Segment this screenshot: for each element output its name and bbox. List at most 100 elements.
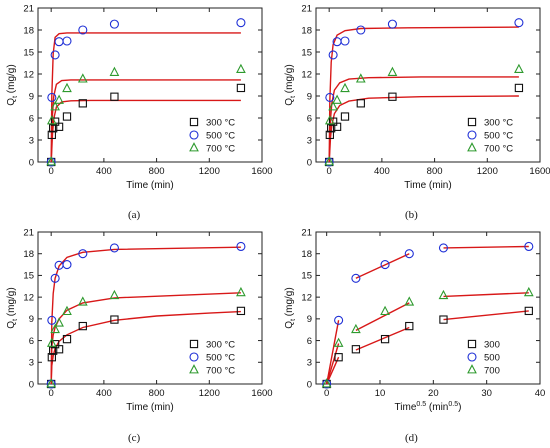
x-axis-label: Time0.5 (min0.5) <box>395 401 462 413</box>
y-tick-label: 18 <box>301 249 312 260</box>
data-point <box>524 306 533 316</box>
fit-line <box>355 302 410 332</box>
data-point <box>62 82 72 93</box>
x-tick-label: 400 <box>96 166 112 177</box>
data-point <box>54 317 64 327</box>
fit-line <box>50 79 241 163</box>
x-tick-label: 1200 <box>199 388 220 399</box>
data-point <box>439 315 448 324</box>
x-tick-label: 800 <box>427 166 443 177</box>
data-point <box>340 36 350 46</box>
y-axis-label: Qt (mg/g) <box>284 64 297 105</box>
data-point <box>47 130 56 140</box>
data-point <box>324 156 335 166</box>
legend-label: 700 °C <box>484 144 513 155</box>
x-axis-label: Time (min) <box>126 180 173 191</box>
x-tick-label: 1200 <box>199 166 220 177</box>
caption-d: (d) <box>405 432 418 444</box>
data-point <box>50 273 60 283</box>
data-point <box>351 273 361 283</box>
y-tick-label: 21 <box>301 3 312 14</box>
y-tick-label: 6 <box>307 113 312 124</box>
legend-label: 500 °C <box>206 353 235 364</box>
legend-label: 700 <box>484 366 500 377</box>
data-point <box>46 115 57 125</box>
y-tick-label: 0 <box>307 157 312 168</box>
data-point <box>236 241 246 252</box>
legend-label: 700 °C <box>206 366 235 377</box>
x-tick-label: 0 <box>49 388 54 399</box>
fit-line <box>355 253 410 279</box>
y-tick-label: 3 <box>307 358 312 369</box>
x-tick-label: 1600 <box>251 388 272 399</box>
data-point <box>236 83 246 93</box>
y-tick-label: 9 <box>307 91 312 102</box>
x-tick-label: 0 <box>324 388 329 399</box>
fit-line <box>328 26 519 163</box>
x-tick-label: 800 <box>149 166 165 177</box>
data-point <box>50 50 60 60</box>
data-point <box>78 99 87 108</box>
x-tick-label: 0 <box>49 166 54 177</box>
x-tick-label: 1200 <box>477 166 498 177</box>
legend-label: 500 °C <box>206 131 235 142</box>
legend-marker <box>189 352 199 362</box>
legend-marker <box>467 364 477 374</box>
legend-marker <box>467 117 477 127</box>
legend-label: 300 °C <box>484 118 513 129</box>
data-point <box>54 94 64 104</box>
data-point <box>109 243 119 253</box>
x-tick-label: 400 <box>374 166 390 177</box>
plot-frame <box>315 231 541 385</box>
caption-b: (b) <box>405 209 418 221</box>
y-tick-label: 9 <box>29 314 34 325</box>
data-point <box>387 19 397 29</box>
data-point <box>62 112 72 121</box>
fit-line <box>326 343 340 385</box>
data-point <box>514 63 524 74</box>
data-point <box>351 323 361 334</box>
y-tick-label: 6 <box>307 336 312 347</box>
fit-line <box>328 95 519 163</box>
data-point <box>380 305 390 316</box>
data-point <box>78 25 88 35</box>
data-point <box>62 334 72 344</box>
data-point <box>47 353 56 362</box>
legend-label: 500 °C <box>484 131 513 142</box>
y-axis-label: Qt (mg/g) <box>284 287 297 328</box>
y-tick-label: 0 <box>29 379 34 390</box>
data-point <box>325 130 334 140</box>
data-point <box>324 115 335 125</box>
y-tick-label: 18 <box>23 249 34 260</box>
x-axis-label: Time (min) <box>404 180 451 191</box>
data-point <box>109 66 120 76</box>
y-tick-label: 18 <box>23 25 34 36</box>
data-point <box>404 296 415 306</box>
data-point <box>340 112 350 121</box>
chart-panel-d: 0 10 20 30 40 0 3 6 9 12 15 18 21 Time0.5 (min0.5) Qt … <box>284 227 545 413</box>
fit-line <box>328 76 519 163</box>
plot-frame <box>315 7 541 163</box>
y-tick-label: 3 <box>307 135 312 146</box>
x-tick-label: 10 <box>375 388 386 399</box>
y-tick-label: 15 <box>301 47 312 58</box>
fit-line <box>50 310 241 385</box>
legend-label: 300 <box>484 340 500 351</box>
legend-label: 300 °C <box>206 340 235 351</box>
data-point <box>325 92 335 103</box>
x-tick-label: 400 <box>96 388 112 399</box>
data-point <box>514 18 524 28</box>
y-tick-label: 0 <box>29 157 34 168</box>
x-tick-label: 800 <box>149 388 165 399</box>
data-point <box>380 334 390 344</box>
chart-panel-a: 0 400 800 1200 1600 0 3 6 9 12 15 18 21 Time (min) Qt … <box>6 3 273 191</box>
data-point <box>236 63 246 74</box>
data-point <box>47 92 57 103</box>
legend-marker <box>467 339 477 349</box>
data-point <box>328 101 338 111</box>
data-point <box>524 241 534 252</box>
y-tick-label: 0 <box>307 379 312 390</box>
data-point <box>236 18 246 28</box>
data-point <box>54 122 64 131</box>
data-point <box>109 289 120 300</box>
